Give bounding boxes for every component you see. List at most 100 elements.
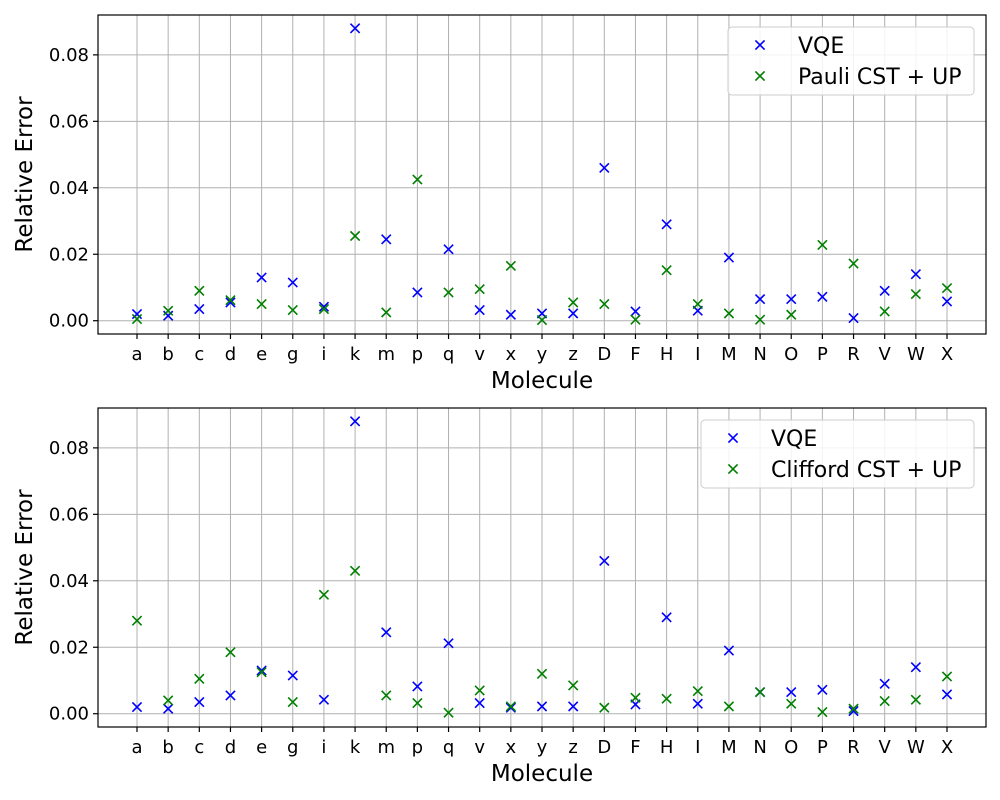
- data-point: [599, 162, 610, 174]
- data-point: [194, 696, 205, 708]
- legend-label: VQE: [771, 427, 817, 452]
- y-tick-label: 0.06: [49, 504, 89, 525]
- x-tick-label: y: [537, 737, 548, 758]
- legend-label: VQE: [798, 34, 844, 59]
- data-point: [318, 303, 330, 315]
- data-point: [256, 665, 267, 676]
- data-point: [879, 695, 890, 707]
- data-point: [131, 615, 143, 626]
- x-tick-label: R: [847, 737, 860, 758]
- x-tick-label: F: [630, 737, 640, 758]
- data-point: [567, 308, 579, 319]
- y-tick-label: 0.04: [49, 571, 89, 592]
- x-tick-label: a: [131, 344, 142, 365]
- x-tick-label: D: [597, 737, 611, 758]
- legend-marker: [754, 39, 766, 51]
- data-point: [318, 589, 330, 600]
- x-tick-label: O: [784, 737, 798, 758]
- x-tick-label: x: [506, 737, 517, 758]
- x-tick-label: m: [377, 344, 395, 365]
- legend-marker: [754, 70, 766, 82]
- data-point: [817, 684, 828, 695]
- data-point: [879, 678, 890, 689]
- data-point: [879, 285, 890, 296]
- data-point: [848, 312, 859, 324]
- data-point: [474, 697, 485, 709]
- x-tick-label: p: [412, 737, 423, 758]
- x-tick-label: X: [941, 737, 953, 758]
- x-tick-label: V: [879, 344, 892, 365]
- x-tick-label: c: [194, 737, 204, 758]
- data-point: [567, 680, 579, 691]
- x-tick-label: c: [194, 344, 204, 365]
- data-point: [630, 692, 641, 703]
- data-point: [162, 695, 174, 706]
- legend-label: Pauli CST + UP: [798, 65, 961, 90]
- data-point: [661, 265, 672, 276]
- data-point: [661, 693, 672, 704]
- data-point: [630, 306, 641, 317]
- chart-panel-1: a b c d e g i k m p q v x y z D F H I M N O P R V W X 0.00 0.02 0.04 0…: [12, 14, 987, 394]
- data-point: [879, 306, 890, 317]
- data-point: [162, 703, 174, 714]
- legend: VQE Pauli CST + UP: [727, 26, 975, 96]
- data-point: [941, 282, 953, 294]
- data-point: [505, 309, 517, 320]
- data-point: [443, 287, 454, 298]
- data-point: [225, 297, 236, 308]
- data-point: [910, 269, 922, 280]
- x-tick-label: W: [907, 737, 925, 758]
- data-point: [505, 702, 517, 713]
- x-tick-label: z: [568, 344, 577, 365]
- data-point: [786, 698, 797, 709]
- x-tick-label: g: [287, 344, 298, 365]
- x-tick-label: F: [630, 344, 640, 365]
- legend-box: [700, 419, 975, 489]
- legend-label: Clifford CST + UP: [771, 458, 961, 483]
- data-point: [599, 298, 610, 310]
- data-point: [723, 252, 735, 263]
- data-point: [817, 239, 828, 251]
- x-tick-label: q: [443, 344, 454, 365]
- data-point: [848, 703, 859, 714]
- x-tick-label: k: [350, 737, 361, 758]
- data-point: [817, 706, 828, 718]
- data-point: [692, 698, 703, 709]
- series-2: [131, 565, 953, 718]
- x-tick-label: d: [225, 344, 236, 365]
- x-tick-label: H: [660, 737, 674, 758]
- data-point: [287, 304, 298, 316]
- data-point: [443, 244, 454, 255]
- x-tick-label: b: [162, 344, 173, 365]
- x-tick-label: q: [443, 737, 454, 758]
- data-point: [505, 701, 517, 712]
- data-point: [194, 673, 205, 684]
- x-tick-label: M: [721, 737, 737, 758]
- x-tick-label: V: [879, 737, 892, 758]
- x-tick-label: P: [817, 344, 828, 365]
- data-point: [349, 23, 361, 34]
- y-tick-label: 0.02: [49, 637, 89, 658]
- x-tick-label: d: [225, 737, 236, 758]
- x-tick-label: H: [660, 344, 674, 365]
- y-axis-title: Relative Error: [12, 489, 38, 646]
- data-point: [661, 612, 672, 623]
- x-tick-label: e: [256, 737, 267, 758]
- data-point: [412, 174, 423, 185]
- x-tick-label: v: [474, 737, 485, 758]
- data-point: [817, 291, 828, 302]
- data-point: [287, 670, 298, 681]
- data-point: [723, 308, 735, 319]
- data-point: [505, 260, 517, 272]
- data-point: [848, 705, 859, 717]
- x-tick-label: z: [568, 737, 577, 758]
- data-point: [536, 701, 548, 712]
- data-point: [412, 681, 423, 692]
- x-tick-label: X: [941, 344, 953, 365]
- y-tick-label: 0.02: [49, 244, 89, 265]
- data-point: [474, 304, 485, 316]
- x-tick-label: x: [506, 344, 517, 365]
- y-tick-label: 0.00: [49, 311, 89, 332]
- x-tick-label: W: [907, 344, 925, 365]
- chart-panel-2: a b c d e g i k m p q v x y z D F H I M N O P R V W X 0.00 0.02 0.04 0…: [12, 407, 987, 787]
